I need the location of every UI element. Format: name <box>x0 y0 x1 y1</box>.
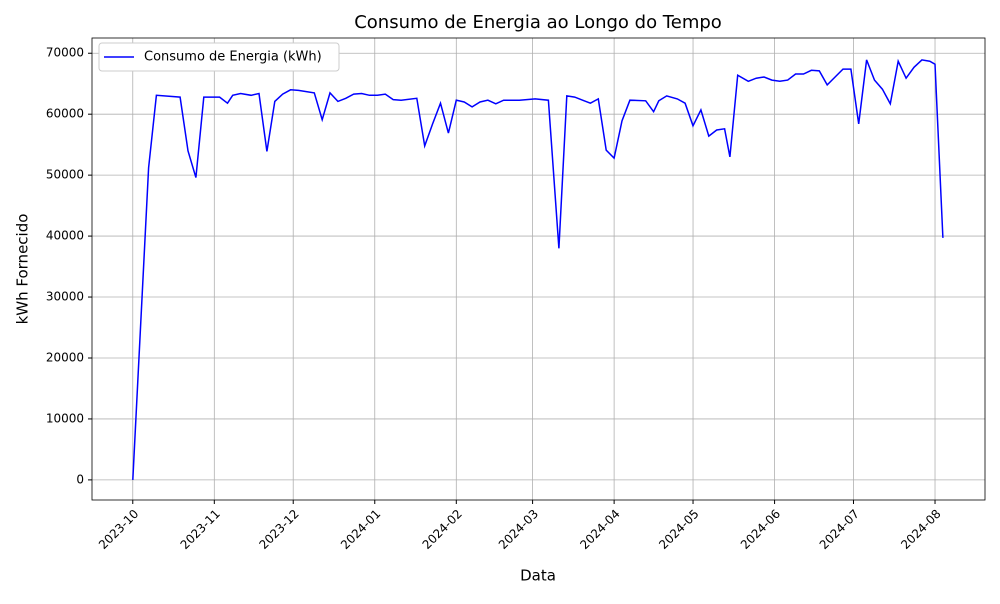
y-tick-label: 0 <box>76 472 84 486</box>
chart-title: Consumo de Energia ao Longo do Tempo <box>354 12 722 33</box>
y-tick-label: 70000 <box>46 46 84 60</box>
x-axis-label: Data <box>520 567 556 585</box>
legend-label: Consumo de Energia (kWh) <box>144 50 322 65</box>
y-tick-label: 50000 <box>46 168 84 182</box>
y-tick-label: 20000 <box>46 350 84 364</box>
data-line <box>132 58 944 480</box>
y-tick-label: 10000 <box>46 411 84 425</box>
y-tick-label: 30000 <box>46 290 84 304</box>
plot-frame <box>91 37 986 501</box>
y-tick-label: 60000 <box>46 107 84 121</box>
legend-box <box>98 42 340 72</box>
y-axis-label: kWh Fornecido <box>14 214 32 325</box>
y-tick-label: 40000 <box>46 229 84 243</box>
